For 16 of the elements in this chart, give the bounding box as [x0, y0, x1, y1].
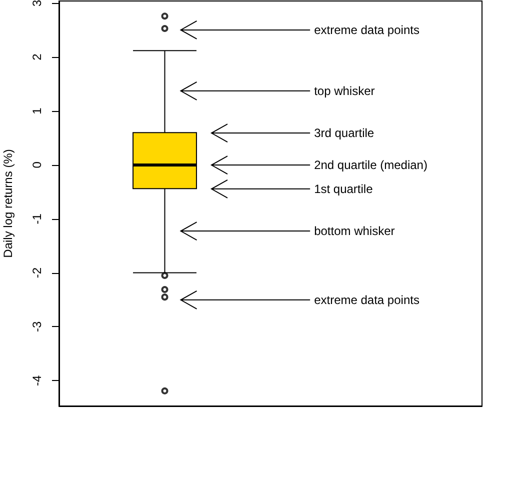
annotation: 1st quartile — [314, 182, 374, 196]
y-tick-label: 0 — [30, 161, 44, 168]
y-tick-label: -4 — [30, 374, 44, 386]
y-tick-label: 2 — [30, 53, 44, 60]
annotation: 3rd quartile — [314, 126, 374, 140]
y-tick-label: -1 — [30, 213, 44, 224]
annotation: bottom whisker — [314, 224, 395, 238]
annotation: extreme data points — [314, 292, 420, 307]
annotation: 2nd quartile (median) — [314, 158, 428, 172]
annotation: extreme data points — [314, 23, 420, 37]
annotation: top whisker — [314, 84, 375, 98]
y-axis-title: Daily log returns (%) — [1, 149, 15, 258]
y-tick-label: -3 — [30, 321, 44, 332]
y-tick-label: -2 — [30, 267, 44, 278]
y-tick-label: 3 — [30, 0, 44, 6]
y-tick-label: 1 — [30, 107, 44, 114]
